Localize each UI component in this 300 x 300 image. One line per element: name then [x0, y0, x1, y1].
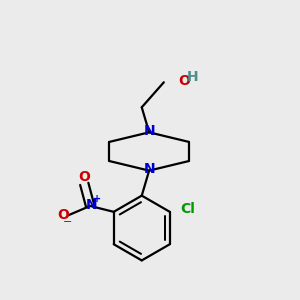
Text: H: H [187, 70, 199, 84]
Text: −: − [62, 217, 72, 227]
Text: O: O [78, 170, 90, 184]
Text: N: N [143, 124, 155, 138]
Text: +: + [93, 194, 101, 205]
Text: O: O [57, 208, 69, 222]
Text: Cl: Cl [180, 202, 195, 217]
Text: O: O [178, 74, 190, 88]
Text: N: N [85, 198, 97, 212]
Text: N: N [143, 162, 155, 176]
